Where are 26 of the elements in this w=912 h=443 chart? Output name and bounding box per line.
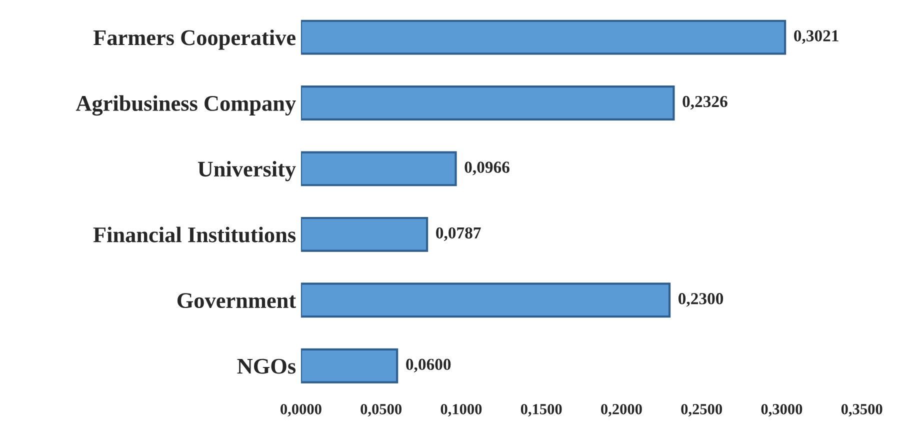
data-label: 0,0966 <box>464 162 510 176</box>
bar <box>300 216 428 252</box>
y-tick-label: Financial Institutions <box>93 226 296 242</box>
y-tick-label: NGOs <box>237 358 296 374</box>
x-tick-label: 0,2500 <box>681 404 722 417</box>
data-label: 0,2326 <box>682 96 728 110</box>
x-tick-label: 0,1500 <box>520 404 562 417</box>
x-tick-label: 0,0000 <box>280 404 322 417</box>
bar <box>300 86 675 120</box>
data-label: 0,0787 <box>436 227 481 242</box>
bar <box>300 348 398 384</box>
y-tick-label: Farmers Cooperative <box>93 30 296 50</box>
data-label: 0,0600 <box>406 358 451 372</box>
x-tick-label: 0,3000 <box>761 404 802 417</box>
data-label: 0,2300 <box>678 293 724 307</box>
x-tick-label: 0,0500 <box>360 404 402 417</box>
x-tick-label: 0,3500 <box>841 404 882 417</box>
y-tick-label: University <box>198 161 296 182</box>
bar <box>300 151 457 186</box>
bar <box>300 282 671 318</box>
data-label: 0,3021 <box>794 30 838 44</box>
y-tick-label: Government <box>177 293 296 308</box>
x-tick-label: 0,2000 <box>601 404 642 417</box>
y-tick-label: Agribusiness Company <box>76 95 296 116</box>
bar <box>300 20 786 55</box>
x-tick-label: 0,1000 <box>440 404 482 417</box>
